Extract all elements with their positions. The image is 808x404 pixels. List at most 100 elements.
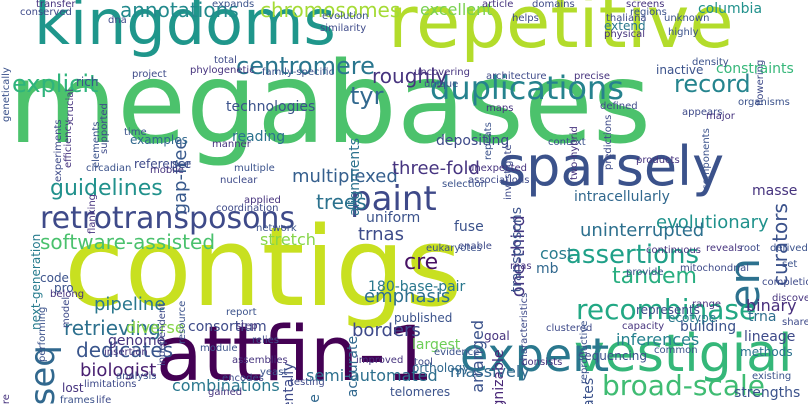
word-unexpected: unexpected [468, 163, 527, 174]
word-project: project [132, 69, 167, 80]
word-gained: gained [208, 387, 243, 398]
word-eukaryotes: eukaryotes [426, 243, 482, 254]
word-testing: testing [290, 377, 325, 388]
word-consortium: consortium [188, 319, 267, 335]
word-two-hybrid: two-hybrid [569, 126, 580, 180]
word-dedicates: dedicates [76, 338, 174, 362]
word-excellent: excellent [420, 0, 493, 19]
word-retrotransposons: retrotransposons [40, 201, 296, 236]
word-alignments: alignments [347, 137, 363, 216]
word-set: set [782, 259, 798, 270]
word-supported: supported [99, 103, 110, 154]
word-constraints: constraints [716, 61, 794, 77]
word-screens: screens [626, 0, 665, 10]
word-expert: expert [460, 328, 610, 382]
word-published: published [394, 311, 453, 325]
word-common: common [654, 345, 698, 356]
word-lineage: lineage [744, 329, 796, 345]
word-lost: lost [62, 381, 84, 395]
word-enable: enable [458, 241, 492, 252]
word-code: code [40, 271, 69, 285]
word-uninterrupted: uninterrupted [580, 220, 705, 241]
word-physical: physical [604, 29, 645, 40]
word-trnas: trnas [358, 224, 404, 245]
word-life: life [96, 395, 112, 404]
word-mitochondrial: mitochondrial [680, 263, 749, 274]
word-trees: trees [316, 190, 367, 214]
word-family-specific: family-specific [262, 67, 335, 78]
word-share: share [782, 317, 808, 328]
word-assemblies: assemblies [232, 355, 288, 366]
word-vestigial: vestigial [574, 324, 793, 384]
word-root: root [740, 243, 761, 254]
word-three-fold: three-fold [392, 158, 480, 179]
word-consists: consists [522, 357, 563, 368]
word-recombinase: recombinase [576, 293, 757, 326]
word-stretch: stretch [260, 230, 316, 249]
word-architecture: architecture [486, 71, 547, 82]
word-methods: methods [740, 345, 793, 359]
word-uncovering: uncovering [414, 67, 470, 78]
word-cre: cre [404, 250, 439, 275]
word-range: range [692, 299, 722, 310]
word-genome: genome [108, 333, 166, 349]
word-explicit: explicit [12, 70, 99, 98]
word-products: products [636, 155, 680, 166]
word-megabases: megabases [8, 39, 652, 169]
word-building: building [680, 319, 737, 335]
word-goal: goal [484, 329, 510, 343]
word-borders: borders [352, 320, 421, 341]
word-encodes: encodes [222, 373, 264, 384]
word-semi-automated: semi-automated [306, 366, 438, 385]
word-precise: precise [574, 71, 611, 82]
word-reading: reading [232, 129, 286, 145]
word-evolutionary: evolutionary [656, 212, 769, 233]
word-binary: binary [746, 296, 797, 315]
word-uniform: uniform [366, 210, 421, 226]
word-represents: represents [636, 303, 700, 317]
word-continuous: continuous [646, 245, 701, 256]
word-chromosomes: chromosomes [260, 0, 401, 22]
word-module: module [200, 343, 238, 354]
word-tandem: tandem [612, 264, 697, 289]
word-emphasis: emphasis [364, 286, 451, 307]
word-guidelines: guidelines [50, 176, 163, 201]
word-sequencing: sequencing [578, 349, 647, 363]
word-step: step [236, 321, 258, 332]
word-provide: provide [626, 267, 664, 278]
word-rnas: rnas [510, 261, 532, 272]
word-thaliana: thaliana [606, 13, 647, 24]
word-deep-coverage: deep-coverage [307, 394, 323, 404]
word-rich: rich [76, 75, 99, 89]
word-conserved: conserved [20, 7, 72, 18]
word-largest: largest [412, 337, 461, 353]
word-trna: trna [748, 309, 777, 325]
word-contigs: contigs [64, 203, 463, 331]
word-cost: cost [540, 244, 574, 263]
word-phylogenetic: phylogenetic [190, 65, 255, 76]
word-inferences: inferences [616, 330, 700, 349]
word-diverse: diverse [126, 318, 185, 337]
word-resource: resource [177, 300, 188, 344]
word-network: network [256, 223, 297, 234]
word-ecotype: ecotype [668, 311, 717, 325]
word-masse: masse [752, 183, 798, 199]
word-frames: frames [60, 395, 95, 404]
word-centromere: centromere [236, 52, 375, 80]
word-domains: domains [532, 0, 575, 10]
word-telomeres: telomeres [390, 385, 451, 399]
word-depositing: depositing [436, 133, 510, 149]
word-characteristics: characteristics [519, 292, 530, 366]
word-efficiency: efficiency [63, 119, 74, 168]
word-extend: extend [604, 19, 646, 33]
word-ser: ser [172, 157, 191, 171]
word-analysis: analysis [116, 371, 157, 382]
word-relies: relies [252, 335, 279, 346]
word-dna: dna [108, 15, 127, 26]
word-limitations: limitations [84, 379, 137, 390]
word-accurate: accurate [345, 335, 361, 398]
word-annotations: annotations [120, 0, 239, 22]
word-selection: selection [442, 179, 487, 190]
word-components: components [701, 128, 712, 190]
